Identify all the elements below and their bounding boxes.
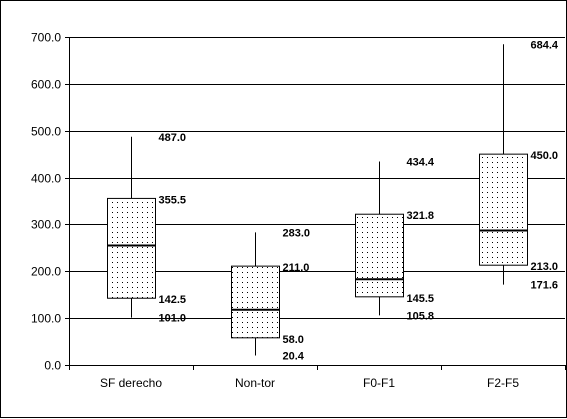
data-labels: 487.0 355.5 142.5 101.0 283.0 211.0 58.0 20.4 43… bbox=[159, 39, 559, 362]
data-label-q3: 211.0 bbox=[283, 262, 310, 274]
iqr-box bbox=[355, 213, 404, 298]
data-label-q1: 213.0 bbox=[531, 261, 559, 273]
y-tick-label: 600.0 bbox=[31, 78, 61, 92]
data-label-min: 101.0 bbox=[159, 313, 187, 325]
data-label-min: 105.8 bbox=[407, 310, 435, 322]
data-label-min: 20.4 bbox=[283, 350, 305, 362]
y-tick-label: 300.0 bbox=[31, 218, 61, 232]
y-tick-label: 700.0 bbox=[31, 31, 61, 45]
x-category-label: Non-tor bbox=[235, 376, 275, 390]
y-tick-label: 0.0 bbox=[44, 359, 61, 373]
iqr-box bbox=[479, 153, 528, 266]
data-label-max: 434.4 bbox=[407, 156, 435, 168]
y-tick-label: 500.0 bbox=[31, 125, 61, 139]
iqr-box bbox=[231, 265, 280, 339]
data-label-q3: 321.8 bbox=[407, 210, 435, 222]
data-label-q3: 450.0 bbox=[531, 150, 559, 162]
boxes bbox=[107, 44, 528, 356]
axes: 0.0 100.0 200.0 300.0 400.0 500.0 600.0 700.0 SF… bbox=[31, 31, 566, 390]
data-label-q1: 145.5 bbox=[407, 293, 435, 305]
data-label-max: 684.4 bbox=[531, 39, 559, 51]
x-category-label: SF derecho bbox=[100, 376, 162, 390]
data-label-max: 283.0 bbox=[283, 227, 311, 239]
data-label-q1: 58.0 bbox=[283, 334, 304, 346]
y-tick-label: 200.0 bbox=[31, 265, 61, 279]
data-label-max: 487.0 bbox=[159, 132, 187, 144]
data-label-q3: 355.5 bbox=[159, 194, 187, 206]
y-tick-label: 400.0 bbox=[31, 172, 61, 186]
y-tick-label: 100.0 bbox=[31, 312, 61, 326]
x-category-label: F0-F1 bbox=[363, 376, 395, 390]
data-label-q1: 142.5 bbox=[159, 294, 187, 306]
iqr-box bbox=[107, 197, 156, 299]
x-category-label: F2-F5 bbox=[487, 376, 519, 390]
data-label-min: 171.6 bbox=[531, 280, 559, 292]
